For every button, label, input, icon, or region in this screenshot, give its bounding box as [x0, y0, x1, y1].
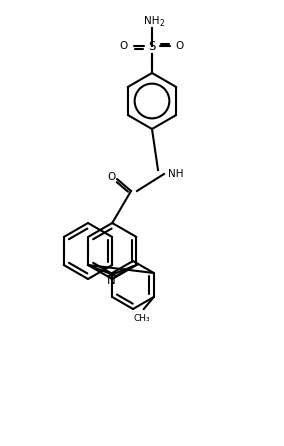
Text: 2: 2	[160, 19, 165, 28]
Text: N: N	[107, 273, 116, 286]
Text: O: O	[107, 172, 115, 182]
Text: NH: NH	[168, 169, 183, 179]
Text: NH: NH	[144, 16, 160, 26]
Text: S: S	[148, 40, 156, 53]
Text: O: O	[120, 41, 128, 51]
Text: CH₃: CH₃	[133, 314, 150, 323]
Text: O: O	[176, 41, 184, 51]
